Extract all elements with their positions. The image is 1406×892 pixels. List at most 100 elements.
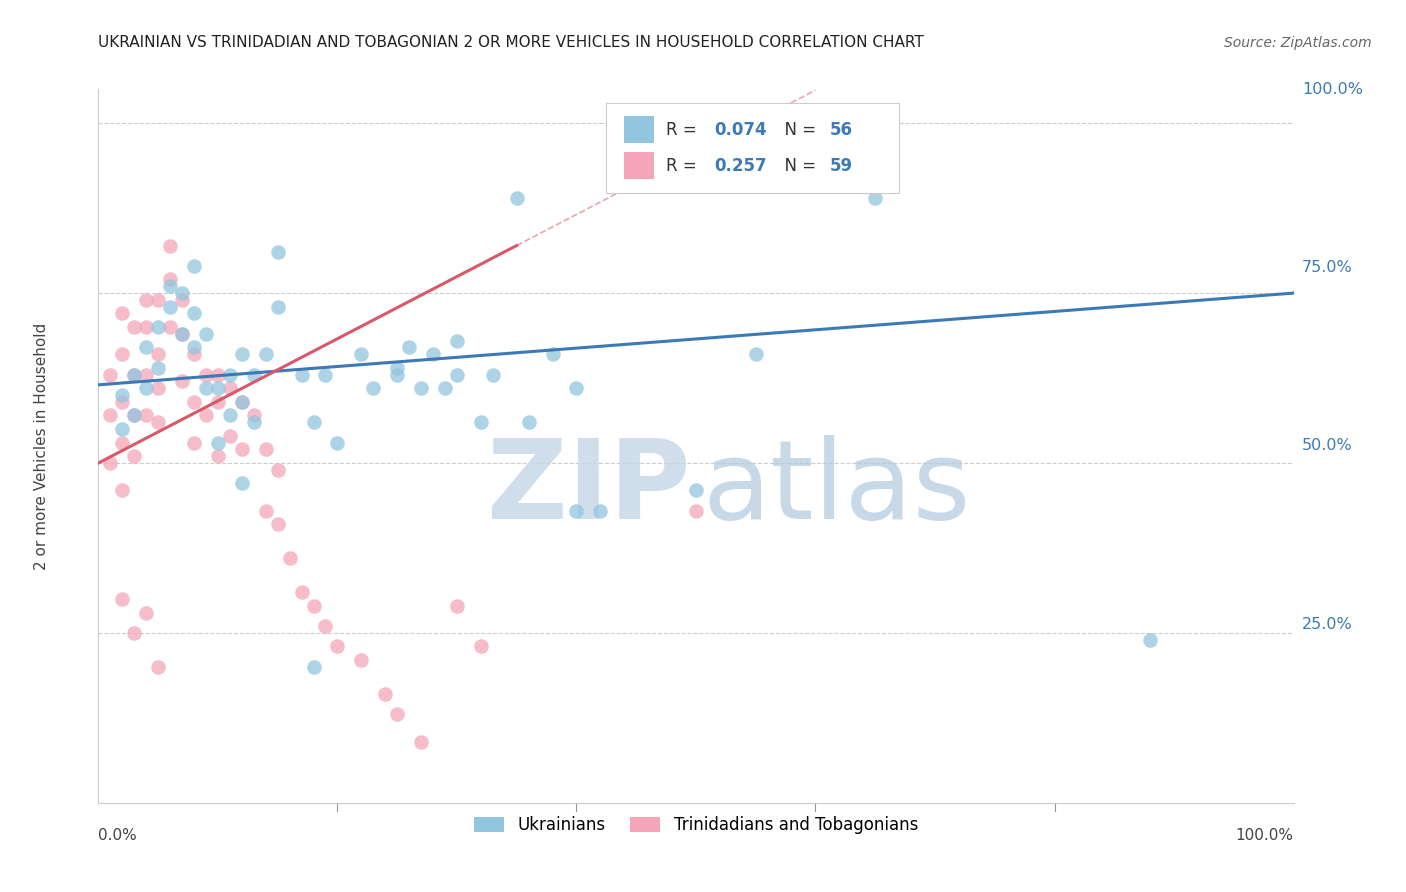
Trinidadians and Tobagonians [350,653,373,667]
Trinidadians and Tobagonians [135,606,157,620]
Ukrainians [243,368,266,382]
Ukrainians [124,409,146,423]
FancyBboxPatch shape [624,152,654,179]
Ukrainians [195,381,218,395]
Ukrainians [219,368,242,382]
Text: atlas: atlas [702,435,970,542]
Trinidadians and Tobagonians [124,409,146,423]
Trinidadians and Tobagonians [148,347,170,361]
Trinidadians and Tobagonians [302,599,325,613]
Trinidadians and Tobagonians [98,456,122,470]
Ukrainians [207,435,229,450]
Ukrainians [398,341,420,355]
Trinidadians and Tobagonians [148,660,170,674]
Text: ZIP: ZIP [486,435,690,542]
Trinidadians and Tobagonians [135,368,157,382]
Ukrainians [446,368,468,382]
Trinidadians and Tobagonians [135,293,157,307]
Text: R =: R = [666,121,702,139]
Text: 59: 59 [830,157,853,175]
Trinidadians and Tobagonians [98,409,122,423]
Ukrainians [135,341,157,355]
Ukrainians [124,368,146,382]
Ukrainians [517,415,540,429]
Trinidadians and Tobagonians [183,435,205,450]
Trinidadians and Tobagonians [315,619,337,633]
Ukrainians [302,660,325,674]
FancyBboxPatch shape [624,116,654,144]
Trinidadians and Tobagonians [148,415,170,429]
Ukrainians [326,435,349,450]
Text: 0.0%: 0.0% [98,828,138,843]
Trinidadians and Tobagonians [254,503,277,517]
Trinidadians and Tobagonians [207,368,229,382]
Trinidadians and Tobagonians [326,640,349,654]
Trinidadians and Tobagonians [135,320,157,334]
Trinidadians and Tobagonians [278,551,301,566]
Text: 100.0%: 100.0% [1302,82,1362,96]
Ukrainians [315,368,337,382]
Text: 75.0%: 75.0% [1302,260,1353,275]
Ukrainians [111,422,134,436]
Ukrainians [195,326,218,341]
Ukrainians [148,320,170,334]
Ukrainians [159,279,181,293]
Ukrainians [172,286,194,301]
Text: N =: N = [773,121,821,139]
Ukrainians [219,409,242,423]
Ukrainians [302,415,325,429]
Trinidadians and Tobagonians [159,272,181,286]
Ukrainians [231,347,253,361]
Trinidadians and Tobagonians [254,442,277,457]
Ukrainians [411,381,433,395]
Trinidadians and Tobagonians [159,320,181,334]
Trinidadians and Tobagonians [111,591,134,606]
Trinidadians and Tobagonians [374,687,396,701]
Trinidadians and Tobagonians [470,640,492,654]
Trinidadians and Tobagonians [207,449,229,463]
Trinidadians and Tobagonians [111,306,134,320]
Text: UKRAINIAN VS TRINIDADIAN AND TOBAGONIAN 2 OR MORE VEHICLES IN HOUSEHOLD CORRELAT: UKRAINIAN VS TRINIDADIAN AND TOBAGONIAN … [98,35,924,50]
Trinidadians and Tobagonians [243,409,266,423]
Text: 2 or more Vehicles in Household: 2 or more Vehicles in Household [34,322,49,570]
Trinidadians and Tobagonians [685,503,707,517]
Trinidadians and Tobagonians [219,381,242,395]
Trinidadians and Tobagonians [267,463,290,477]
Trinidadians and Tobagonians [195,368,218,382]
Trinidadians and Tobagonians [231,394,253,409]
Ukrainians [541,347,564,361]
Trinidadians and Tobagonians [111,483,134,498]
Ukrainians [267,300,290,314]
Ukrainians [183,341,205,355]
Ukrainians [470,415,492,429]
Ukrainians [207,381,229,395]
Trinidadians and Tobagonians [124,626,146,640]
Trinidadians and Tobagonians [111,347,134,361]
Ukrainians [422,347,444,361]
Text: 100.0%: 100.0% [1236,828,1294,843]
Ukrainians [267,245,290,260]
Trinidadians and Tobagonians [135,409,157,423]
Text: Source: ZipAtlas.com: Source: ZipAtlas.com [1223,36,1371,50]
Trinidadians and Tobagonians [172,293,194,307]
Trinidadians and Tobagonians [111,435,134,450]
Ukrainians [183,306,205,320]
Text: 0.074: 0.074 [714,121,766,139]
Ukrainians [111,388,134,402]
Trinidadians and Tobagonians [195,409,218,423]
Trinidadians and Tobagonians [124,368,146,382]
Ukrainians [565,381,588,395]
Ukrainians [589,503,612,517]
Trinidadians and Tobagonians [111,394,134,409]
Text: 50.0%: 50.0% [1302,439,1353,453]
Ukrainians [291,368,314,382]
Trinidadians and Tobagonians [291,585,314,599]
Ukrainians [231,476,253,491]
Text: 25.0%: 25.0% [1302,617,1353,632]
Ukrainians [1139,632,1161,647]
Ukrainians [148,360,170,375]
Ukrainians [159,300,181,314]
Trinidadians and Tobagonians [98,368,122,382]
Ukrainians [172,326,194,341]
Ukrainians [865,191,887,205]
